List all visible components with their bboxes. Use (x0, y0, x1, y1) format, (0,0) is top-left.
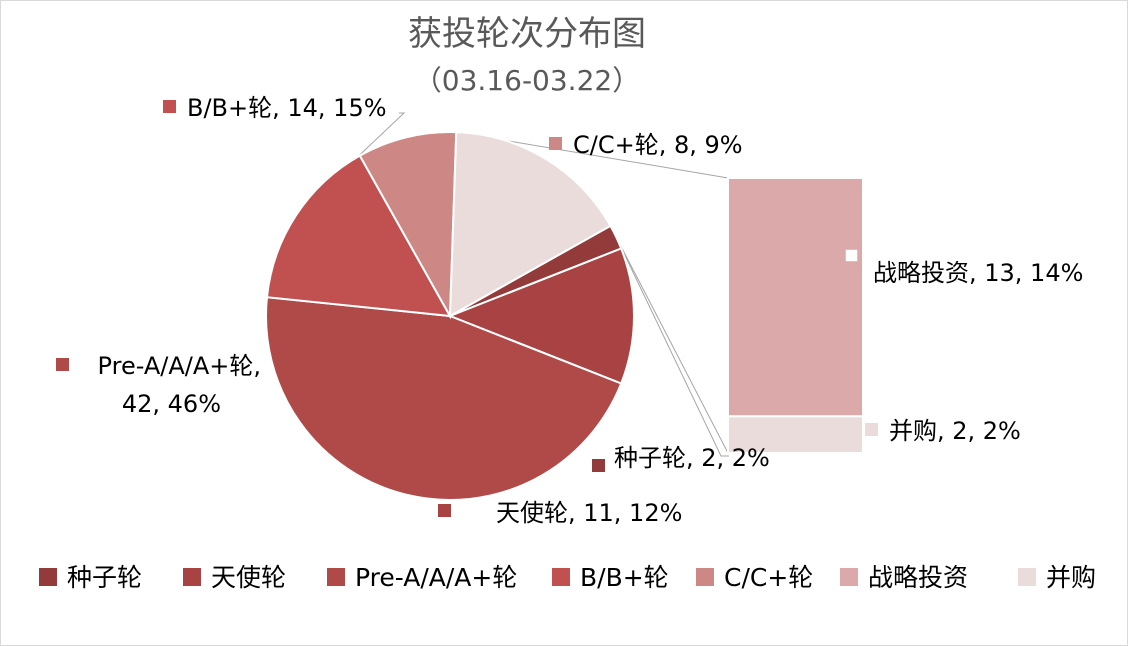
pie-slice-1 (447, 247, 635, 385)
connector-bottom (609, 225, 729, 454)
legend-swatch-2 (327, 568, 345, 586)
legend-label-2: Pre-A/A/A+轮 (355, 563, 517, 592)
legend-label-4: C/C+轮 (724, 563, 813, 592)
data-label-3: B/B+轮, 14, 15% (187, 94, 387, 122)
label-key-0 (592, 459, 605, 472)
pie-slice-3 (265, 154, 452, 318)
label-key-3 (163, 100, 176, 113)
pie-slice-2 (265, 296, 623, 501)
legend-label-3: B/B+轮 (580, 563, 669, 592)
leader-line-0 (615, 236, 729, 457)
data-labels: 种子轮, 2, 2% 天使轮, 11, 12% Pre-A/A/A+轮, 42, 46… (56, 94, 1083, 527)
label-key-1 (438, 504, 451, 517)
legend-swatch-1 (183, 568, 201, 586)
label-key-2 (56, 358, 69, 371)
legend-label-6: 并购 (1046, 563, 1096, 592)
legend-swatch-5 (840, 568, 858, 586)
legend: 种子轮 天使轮 Pre-A/A/A+轮 B/B+轮 C/C+轮 战略投资 并购 (39, 563, 1096, 592)
data-label-6: 并购, 2, 2% (889, 417, 1021, 445)
label-key-5 (844, 248, 859, 263)
bar-segment-6 (727, 415, 864, 455)
legend-label-0: 种子轮 (67, 563, 142, 592)
bar-segment-5 (727, 177, 864, 418)
data-label-2: Pre-A/A/A+轮, 42, 46% (98, 352, 261, 418)
data-label-5: 战略投资, 13, 14% (873, 259, 1083, 287)
pie-slice-other (448, 131, 612, 318)
legend-swatch-3 (552, 568, 570, 586)
legend-label-5: 战略投资 (868, 563, 968, 592)
pie-group (265, 131, 635, 501)
legend-swatch-6 (1018, 568, 1036, 586)
chart-title: 获投轮次分布图 (408, 14, 646, 54)
chart-subtitle: （03.16-03.22） (414, 64, 640, 97)
legend-label-1: 天使轮 (211, 563, 286, 592)
secondary-bar-group (727, 177, 864, 455)
data-label-0: 种子轮, 2, 2% (614, 444, 770, 472)
data-label-4: C/C+轮, 8, 9% (573, 131, 743, 159)
label-key-4 (549, 137, 562, 150)
label-key-6 (865, 423, 878, 436)
legend-swatch-4 (696, 568, 714, 586)
data-label-1: 天使轮, 11, 12% (496, 499, 682, 527)
legend-swatch-0 (39, 568, 57, 586)
pie-slice-4 (358, 131, 458, 320)
